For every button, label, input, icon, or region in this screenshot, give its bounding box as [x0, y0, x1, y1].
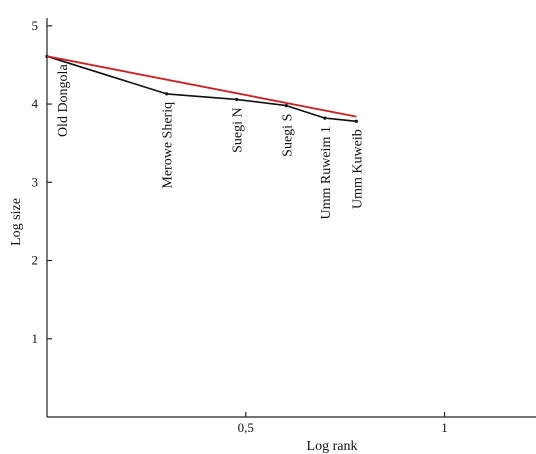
y-tick-label: 1 [32, 331, 39, 346]
y-tick-label: 5 [32, 18, 39, 33]
y-tick-label: 2 [32, 253, 39, 268]
fit-line [46, 55, 357, 118]
data-point [235, 97, 239, 101]
data-point [323, 116, 327, 120]
ticks: 1 2 3 4 5 0,5 1 [32, 18, 448, 435]
point-label: Suegi N [231, 107, 246, 152]
data-point [284, 104, 288, 108]
point-label: Umm Kuweib [350, 129, 365, 209]
x-tick-label: 1 [441, 420, 448, 435]
y-tick-label: 3 [32, 174, 39, 189]
series-layer [45, 54, 358, 123]
y-tick-label: 4 [32, 96, 39, 111]
point-label: Old Dongola [56, 64, 71, 138]
observed-series-line [46, 55, 357, 123]
point-labels: Old Dongola Merowe Sheriq Suegi N Suegi S Um… [56, 64, 365, 220]
point-label: Umm Ruweim 1 [319, 126, 334, 219]
x-axis-title: Log rank [307, 439, 358, 454]
y-axis-title: Log size [9, 198, 24, 246]
axes [46, 18, 536, 418]
data-point [354, 119, 358, 123]
x-tick-label: 0,5 [238, 420, 254, 435]
point-label: Suegi S [280, 114, 295, 157]
point-label: Merowe Sheriq [161, 102, 176, 189]
data-point [165, 92, 169, 96]
